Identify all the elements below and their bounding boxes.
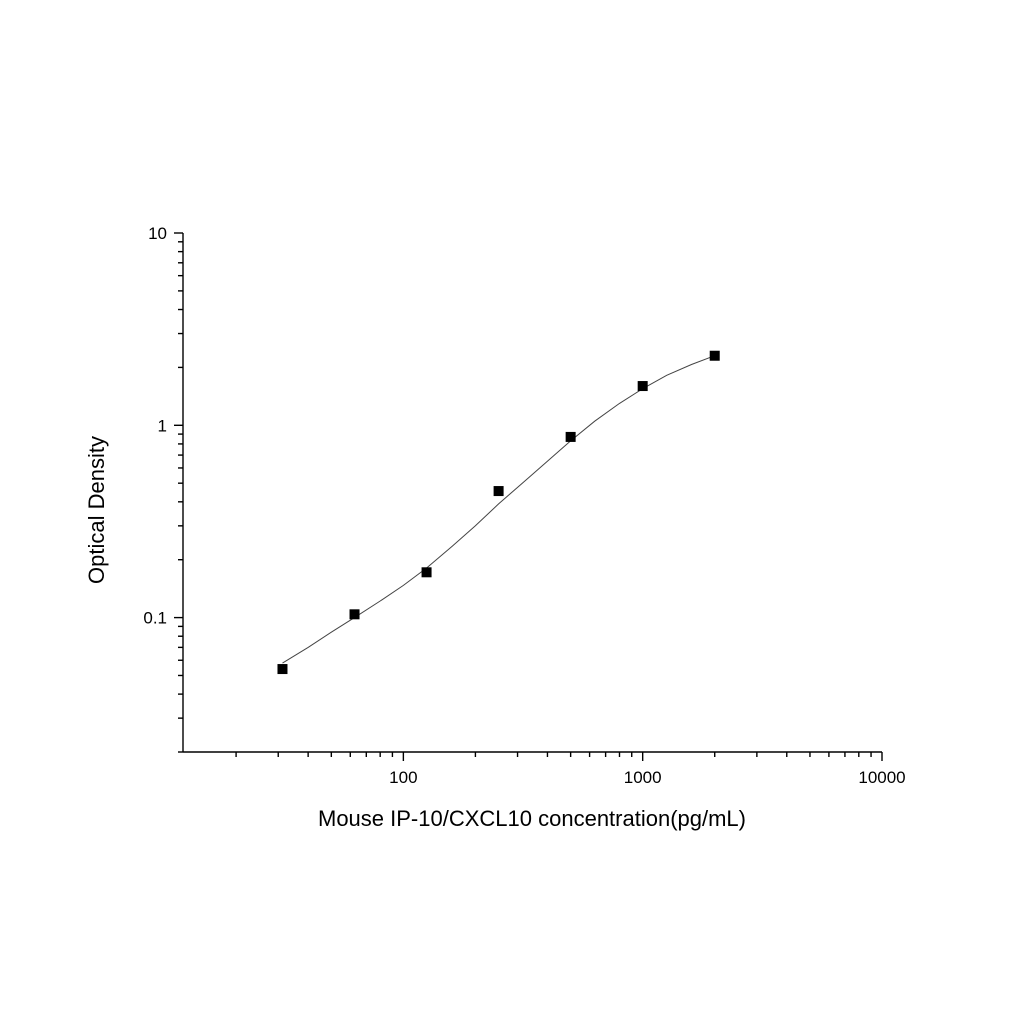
y-tick-label: 10 — [148, 224, 167, 243]
y-axis-title: Optical Density — [84, 436, 109, 584]
data-points — [277, 350, 720, 675]
x-axis-title: Mouse IP-10/CXCL10 concentration(pg/mL) — [318, 806, 746, 831]
y-tick-label: 1 — [158, 416, 167, 435]
x-tick-label: 100 — [389, 768, 417, 787]
ticks — [174, 232, 883, 761]
x-tick-label: 10000 — [858, 768, 905, 787]
data-point — [277, 664, 288, 675]
data-point — [493, 486, 504, 497]
fit-curve — [282, 355, 715, 664]
data-point — [349, 609, 360, 620]
tick-labels: 100 1000 10000 0.1 1 10 — [143, 224, 905, 787]
x-tick-label: 1000 — [624, 768, 662, 787]
data-point — [637, 381, 648, 392]
data-point — [709, 350, 720, 361]
y-tick-label: 0.1 — [143, 609, 167, 628]
axes — [182, 233, 882, 753]
data-point — [565, 431, 576, 442]
data-point — [421, 567, 432, 578]
